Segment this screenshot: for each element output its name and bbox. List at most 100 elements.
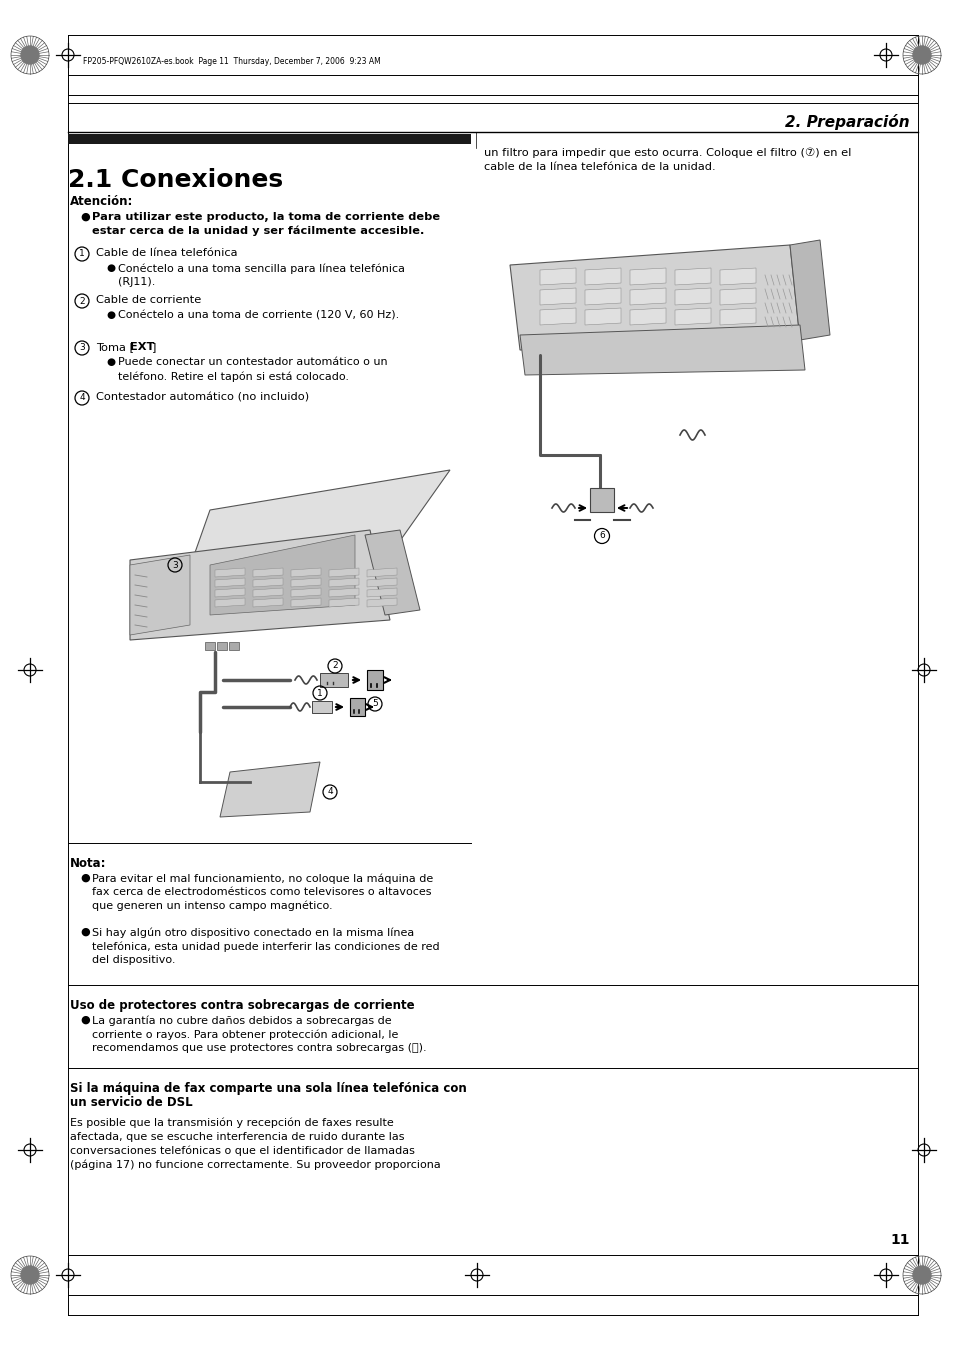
Text: Nota:: Nota: bbox=[70, 857, 107, 870]
Text: Para evitar el mal funcionamiento, no coloque la máquina de
fax cerca de electro: Para evitar el mal funcionamiento, no co… bbox=[91, 873, 433, 911]
Text: ●: ● bbox=[80, 873, 90, 884]
Text: Uso de protectores contra sobrecargas de corriente: Uso de protectores contra sobrecargas de… bbox=[70, 998, 415, 1012]
Polygon shape bbox=[367, 567, 396, 577]
Text: 11: 11 bbox=[889, 1233, 909, 1247]
Polygon shape bbox=[365, 530, 419, 615]
Text: EXT: EXT bbox=[130, 342, 154, 353]
Polygon shape bbox=[329, 567, 358, 577]
Polygon shape bbox=[253, 588, 283, 597]
Text: un servicio de DSL: un servicio de DSL bbox=[70, 1096, 193, 1109]
Text: FP205-PFQW2610ZA-es.book  Page 11  Thursday, December 7, 2006  9:23 AM: FP205-PFQW2610ZA-es.book Page 11 Thursda… bbox=[83, 58, 380, 66]
Text: ●: ● bbox=[106, 263, 115, 273]
Polygon shape bbox=[584, 288, 620, 305]
Polygon shape bbox=[214, 588, 245, 597]
Text: ●: ● bbox=[80, 1015, 90, 1025]
Polygon shape bbox=[720, 308, 755, 326]
Polygon shape bbox=[291, 567, 320, 577]
Polygon shape bbox=[367, 588, 396, 597]
Text: 5: 5 bbox=[372, 700, 377, 708]
Text: La garantía no cubre daños debidos a sobrecargas de
corriente o rayos. Para obte: La garantía no cubre daños debidos a sob… bbox=[91, 1015, 426, 1052]
Text: 3: 3 bbox=[79, 343, 85, 353]
Polygon shape bbox=[253, 578, 283, 586]
Text: Toma [: Toma [ bbox=[96, 342, 133, 353]
Polygon shape bbox=[130, 530, 390, 640]
Circle shape bbox=[912, 46, 930, 63]
Polygon shape bbox=[675, 288, 710, 305]
Polygon shape bbox=[510, 245, 800, 350]
Polygon shape bbox=[329, 578, 358, 586]
Polygon shape bbox=[720, 267, 755, 285]
Text: 6: 6 bbox=[598, 531, 604, 540]
Text: 1: 1 bbox=[79, 250, 85, 258]
Bar bbox=[589, 488, 614, 512]
Polygon shape bbox=[675, 308, 710, 326]
Text: 2: 2 bbox=[79, 296, 85, 305]
Text: un filtro para impedir que esto ocurra. Coloque el filtro (⑦) en el
cable de la : un filtro para impedir que esto ocurra. … bbox=[483, 149, 850, 172]
Bar bbox=[205, 642, 214, 650]
Text: Atención:: Atención: bbox=[70, 195, 133, 208]
Text: Para utilizar este producto, la toma de corriente debe: Para utilizar este producto, la toma de … bbox=[91, 212, 439, 222]
Polygon shape bbox=[220, 762, 319, 817]
Polygon shape bbox=[367, 578, 396, 586]
Text: Conéctelo a una toma de corriente (120 V, 60 Hz).: Conéctelo a una toma de corriente (120 V… bbox=[118, 309, 399, 320]
Polygon shape bbox=[130, 555, 190, 635]
Text: 4: 4 bbox=[79, 393, 85, 403]
Text: 1: 1 bbox=[316, 689, 322, 697]
Polygon shape bbox=[584, 308, 620, 326]
Text: 2. Preparación: 2. Preparación bbox=[784, 113, 909, 130]
Text: ]: ] bbox=[152, 342, 156, 353]
Text: Cable de línea telefónica: Cable de línea telefónica bbox=[96, 249, 237, 258]
Text: 2.1 Conexiones: 2.1 Conexiones bbox=[68, 168, 283, 192]
Text: 4: 4 bbox=[327, 788, 333, 797]
Bar bbox=[68, 134, 471, 145]
Polygon shape bbox=[539, 308, 576, 326]
Text: Es posible que la transmisión y recepción de faxes resulte
afectada, que se escu: Es posible que la transmisión y recepció… bbox=[70, 1119, 440, 1170]
Polygon shape bbox=[539, 288, 576, 305]
Polygon shape bbox=[291, 598, 320, 607]
Polygon shape bbox=[539, 267, 576, 285]
Bar bbox=[350, 698, 365, 716]
Text: ●: ● bbox=[106, 309, 115, 320]
Polygon shape bbox=[789, 240, 829, 340]
Polygon shape bbox=[675, 267, 710, 285]
Text: ●: ● bbox=[106, 357, 115, 367]
Text: (RJ11).: (RJ11). bbox=[118, 277, 155, 286]
Polygon shape bbox=[180, 470, 450, 594]
Polygon shape bbox=[629, 308, 665, 326]
Polygon shape bbox=[329, 598, 358, 607]
Text: estar cerca de la unidad y ser fácilmente accesible.: estar cerca de la unidad y ser fácilment… bbox=[91, 226, 424, 236]
Polygon shape bbox=[253, 567, 283, 577]
Text: ●: ● bbox=[80, 212, 90, 222]
Text: 2: 2 bbox=[332, 662, 337, 670]
Polygon shape bbox=[584, 267, 620, 285]
Text: teléfono. Retire el tapón si está colocado.: teléfono. Retire el tapón si está coloca… bbox=[118, 372, 349, 381]
Polygon shape bbox=[367, 598, 396, 607]
Polygon shape bbox=[291, 578, 320, 586]
Text: Cable de corriente: Cable de corriente bbox=[96, 295, 201, 305]
Text: ●: ● bbox=[80, 927, 90, 938]
Polygon shape bbox=[214, 578, 245, 586]
Circle shape bbox=[21, 1266, 39, 1283]
Polygon shape bbox=[720, 288, 755, 305]
Polygon shape bbox=[214, 567, 245, 577]
Text: Si la máquina de fax comparte una sola línea telefónica con: Si la máquina de fax comparte una sola l… bbox=[70, 1082, 466, 1096]
Polygon shape bbox=[519, 326, 804, 376]
Text: Puede conectar un contestador automático o un: Puede conectar un contestador automático… bbox=[118, 357, 387, 367]
Polygon shape bbox=[291, 588, 320, 597]
Text: Contestador automático (no incluido): Contestador automático (no incluido) bbox=[96, 392, 309, 403]
Text: Conéctelo a una toma sencilla para línea telefónica: Conéctelo a una toma sencilla para línea… bbox=[118, 263, 405, 273]
Bar bbox=[229, 642, 239, 650]
Text: Si hay algún otro dispositivo conectado en la misma línea
telefónica, esta unida: Si hay algún otro dispositivo conectado … bbox=[91, 927, 439, 965]
Polygon shape bbox=[210, 535, 355, 615]
Polygon shape bbox=[253, 598, 283, 607]
Bar bbox=[312, 701, 332, 713]
Polygon shape bbox=[629, 288, 665, 305]
Bar bbox=[319, 673, 348, 688]
Bar bbox=[216, 642, 227, 650]
Polygon shape bbox=[329, 588, 358, 597]
Circle shape bbox=[21, 46, 39, 63]
Polygon shape bbox=[629, 267, 665, 285]
Bar bbox=[367, 670, 382, 690]
Polygon shape bbox=[214, 598, 245, 607]
Text: 3: 3 bbox=[172, 561, 177, 570]
